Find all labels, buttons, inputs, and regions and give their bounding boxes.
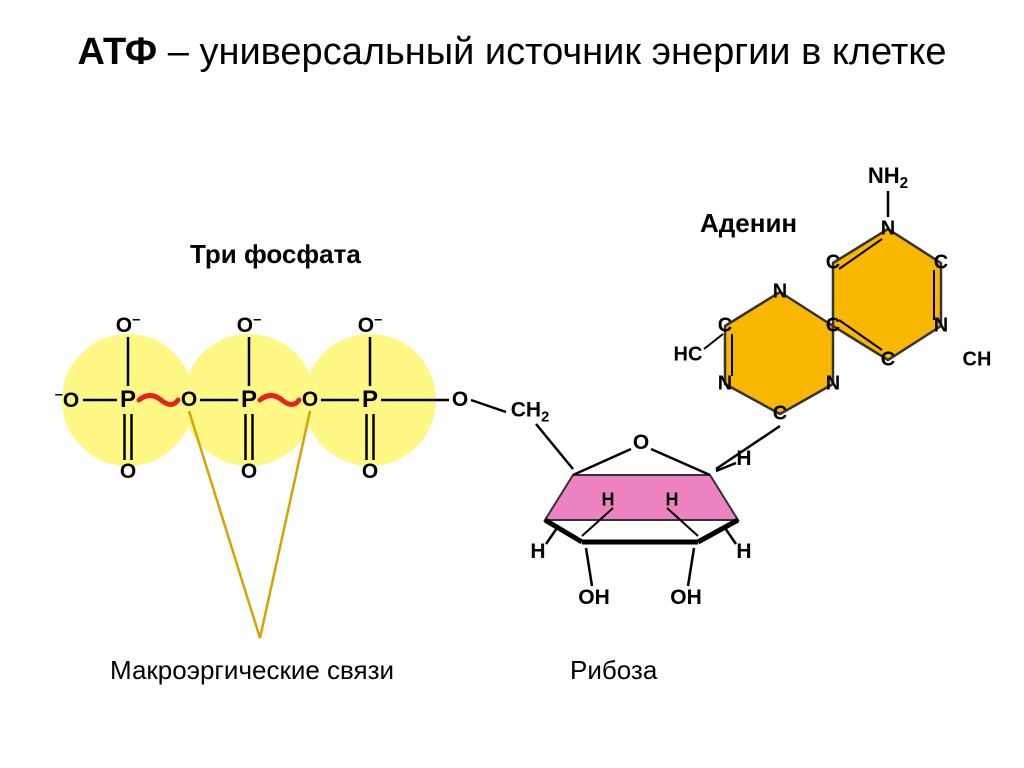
atom-label: P	[241, 386, 257, 414]
atom-label: H	[736, 540, 751, 564]
atom-label: N	[718, 373, 732, 396]
atom-label: O	[302, 388, 318, 412]
atom-label: C	[826, 315, 840, 338]
atom-label: C	[718, 315, 732, 338]
atom-label: N	[934, 315, 948, 338]
atom-label: OH	[670, 586, 702, 610]
atom-label: C	[773, 403, 787, 426]
atom-label: H	[666, 490, 679, 511]
atom-label: HC	[674, 344, 703, 367]
atom-label: H	[602, 490, 615, 511]
atom-label: –O	[55, 387, 80, 413]
atom-label: P	[120, 386, 136, 414]
atom-label: O	[120, 460, 136, 484]
atom-label: O	[362, 460, 378, 484]
atom-label: CH2	[511, 398, 550, 425]
atom-label: O	[181, 388, 197, 412]
atom-label: P	[362, 386, 378, 414]
atom-label: C	[934, 252, 948, 275]
atom-label: C	[826, 252, 840, 275]
atom-label: N	[773, 281, 787, 304]
atom-label: O	[633, 431, 649, 455]
atom-label: O–	[358, 312, 383, 338]
atom-label: O	[241, 460, 257, 484]
atom-label: NH2	[868, 163, 908, 193]
atp-diagram	[0, 0, 1024, 768]
atom-label: C	[881, 349, 895, 372]
atom-label: O	[452, 388, 468, 412]
atom-label: N	[826, 373, 840, 396]
atom-label: CH	[963, 349, 992, 372]
atom-label: OH	[578, 586, 610, 610]
atom-label: O–	[116, 312, 141, 338]
atom-label: H	[530, 540, 545, 564]
atom-label: N	[881, 218, 895, 241]
atom-label: O–	[237, 312, 262, 338]
atom-label: H	[736, 447, 751, 471]
